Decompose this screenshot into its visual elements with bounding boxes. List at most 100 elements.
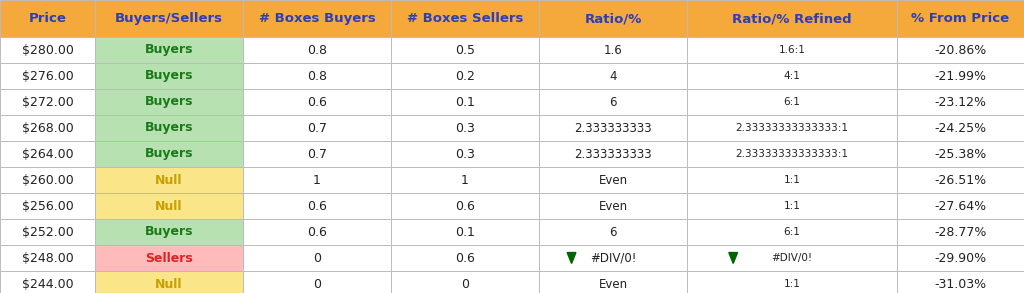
Bar [243, 37, 391, 63]
Text: 1: 1 [313, 173, 321, 187]
Text: #DIV/0!: #DIV/0! [590, 251, 636, 265]
Text: 0.2: 0.2 [455, 69, 475, 83]
Bar [687, 37, 897, 63]
Bar [687, 115, 897, 141]
Text: Buyers: Buyers [144, 69, 194, 83]
Bar [539, 167, 687, 193]
Bar [391, 141, 539, 167]
Bar [897, 167, 1024, 193]
Text: Even: Even [598, 277, 628, 290]
Text: 1:1: 1:1 [783, 279, 801, 289]
Bar [539, 271, 687, 293]
Bar [95, 271, 243, 293]
Text: 2.33333333333333:1: 2.33333333333333:1 [735, 123, 849, 133]
Bar [687, 0, 897, 37]
Text: $248.00: $248.00 [22, 251, 74, 265]
Text: 0: 0 [313, 251, 321, 265]
Bar [391, 167, 539, 193]
Text: Even: Even [598, 173, 628, 187]
Bar [95, 167, 243, 193]
Bar [391, 0, 539, 37]
Text: 6: 6 [609, 96, 616, 108]
Bar [539, 141, 687, 167]
Bar [897, 115, 1024, 141]
Bar [687, 245, 897, 271]
Text: 1.6: 1.6 [603, 43, 623, 57]
Text: 0.6: 0.6 [307, 96, 327, 108]
Bar [95, 245, 243, 271]
Text: 0.6: 0.6 [307, 200, 327, 212]
Bar [243, 141, 391, 167]
Bar [897, 141, 1024, 167]
Text: 0.7: 0.7 [307, 147, 327, 161]
Text: $264.00: $264.00 [22, 147, 74, 161]
Bar [897, 37, 1024, 63]
Text: Null: Null [156, 200, 182, 212]
Bar [897, 271, 1024, 293]
Text: 0.8: 0.8 [307, 43, 327, 57]
Bar [391, 115, 539, 141]
Text: -20.86%: -20.86% [934, 43, 987, 57]
Bar [95, 89, 243, 115]
Bar [0, 0, 95, 37]
Bar [0, 115, 95, 141]
Bar [243, 219, 391, 245]
Text: Null: Null [156, 173, 182, 187]
Text: 0.6: 0.6 [455, 200, 475, 212]
Text: Price: Price [29, 12, 67, 25]
Bar [687, 219, 897, 245]
Bar [391, 245, 539, 271]
Bar [539, 37, 687, 63]
Text: Buyers: Buyers [144, 122, 194, 134]
Text: 0.7: 0.7 [307, 122, 327, 134]
Text: 1:1: 1:1 [783, 201, 801, 211]
Text: -23.12%: -23.12% [935, 96, 986, 108]
Bar [0, 37, 95, 63]
Bar [687, 167, 897, 193]
Text: 6: 6 [609, 226, 616, 239]
Text: 6:1: 6:1 [783, 97, 801, 107]
Text: -29.90%: -29.90% [935, 251, 986, 265]
Text: $244.00: $244.00 [22, 277, 74, 290]
Text: Ratio/%: Ratio/% [585, 12, 642, 25]
Text: -31.03%: -31.03% [935, 277, 986, 290]
Text: $276.00: $276.00 [22, 69, 74, 83]
Bar [539, 63, 687, 89]
Text: Buyers: Buyers [144, 226, 194, 239]
Bar [95, 63, 243, 89]
Bar [243, 115, 391, 141]
Bar [539, 193, 687, 219]
Text: 0.3: 0.3 [455, 147, 475, 161]
Text: # Boxes Buyers: # Boxes Buyers [259, 12, 376, 25]
Bar [95, 193, 243, 219]
Bar [897, 89, 1024, 115]
Text: 0: 0 [313, 277, 321, 290]
Text: $268.00: $268.00 [22, 122, 74, 134]
Bar [243, 167, 391, 193]
Text: 2.333333333: 2.333333333 [574, 122, 652, 134]
Text: Buyers/Sellers: Buyers/Sellers [115, 12, 223, 25]
Text: -28.77%: -28.77% [934, 226, 987, 239]
Text: 2.33333333333333:1: 2.33333333333333:1 [735, 149, 849, 159]
Bar [897, 63, 1024, 89]
Text: #DIV/0!: #DIV/0! [771, 253, 813, 263]
Text: 0.6: 0.6 [307, 226, 327, 239]
Polygon shape [567, 253, 575, 263]
Bar [897, 245, 1024, 271]
Bar [95, 141, 243, 167]
Text: % From Price: % From Price [911, 12, 1010, 25]
Text: 0.6: 0.6 [455, 251, 475, 265]
Text: Buyers: Buyers [144, 96, 194, 108]
Text: 0.8: 0.8 [307, 69, 327, 83]
Text: 4: 4 [609, 69, 616, 83]
Bar [391, 89, 539, 115]
Text: 1.6:1: 1.6:1 [778, 45, 806, 55]
Text: Buyers: Buyers [144, 43, 194, 57]
Text: # Boxes Sellers: # Boxes Sellers [407, 12, 523, 25]
Text: Sellers: Sellers [145, 251, 193, 265]
Text: 0.1: 0.1 [455, 226, 475, 239]
Bar [95, 115, 243, 141]
Text: 0.1: 0.1 [455, 96, 475, 108]
Bar [0, 89, 95, 115]
Text: $272.00: $272.00 [22, 96, 74, 108]
